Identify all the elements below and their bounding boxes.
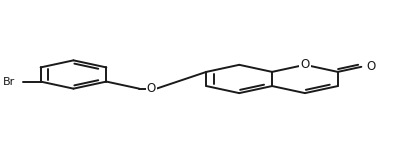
Text: O: O — [147, 82, 156, 95]
Text: O: O — [367, 60, 376, 73]
Text: O: O — [300, 58, 310, 71]
Text: Br: Br — [2, 77, 15, 87]
